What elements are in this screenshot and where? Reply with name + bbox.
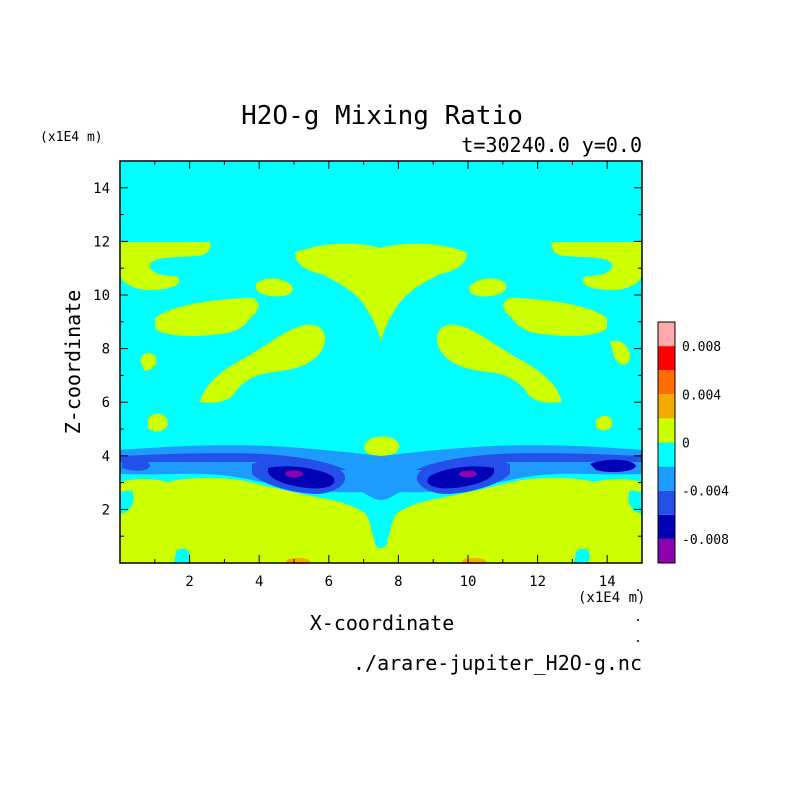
- colorbar-swatch: [658, 490, 675, 515]
- colorbar-tick-label: 0.004: [682, 388, 721, 403]
- notch: [374, 537, 388, 549]
- source-filename: ./arare-jupiter_H2O-g.nc: [353, 651, 642, 675]
- y-tick-label: 2: [102, 502, 110, 518]
- notch: [574, 548, 590, 563]
- x-tick-label: 12: [529, 574, 546, 590]
- positive-region: [596, 415, 613, 431]
- positive-region: [120, 242, 211, 290]
- x-axis-label: X-coordinate: [310, 611, 455, 635]
- marker-dot: [637, 619, 639, 621]
- colorbar-swatch: [658, 346, 675, 371]
- negative-band: [120, 445, 642, 500]
- positive-region: [200, 324, 326, 403]
- notch: [628, 490, 642, 514]
- y-axis-label: Z-coordinate: [61, 290, 85, 435]
- positive-region: [364, 436, 400, 456]
- band-level-3: [590, 459, 636, 473]
- marker-dot: [637, 640, 639, 642]
- band-level-4: [459, 470, 477, 478]
- colorbar-tick-label: 0.008: [682, 340, 721, 355]
- y-tick-label: 14: [93, 181, 110, 197]
- notch: [372, 515, 392, 534]
- band-level-2: [122, 457, 150, 471]
- band-level-3: [427, 466, 494, 489]
- x-axis-ticks: 2 4 6 8 10 12 14: [154, 161, 616, 590]
- positive-region: [295, 243, 467, 342]
- y-tick-label: 8: [102, 342, 110, 358]
- x-unit-label: (x1E4 m): [578, 590, 645, 606]
- positive-region: [503, 297, 607, 336]
- positive-region: [436, 324, 562, 403]
- positive-region: [551, 242, 642, 290]
- positive-region: [610, 340, 630, 365]
- lower-notches: [120, 490, 642, 563]
- colorbar-frame: [657, 321, 676, 564]
- notch: [174, 548, 190, 563]
- y-tick-label: 6: [102, 395, 110, 411]
- x-tick-label: 2: [185, 574, 193, 590]
- positive-regions: [120, 242, 642, 456]
- chart-title: H2O-g Mixing Ratio: [241, 101, 523, 131]
- band-level-3: [268, 466, 335, 489]
- x-tick-label: 4: [255, 574, 263, 590]
- positive-region: [148, 413, 168, 432]
- positive-region: [120, 477, 384, 563]
- y-tick-label: 4: [102, 449, 110, 465]
- colorbar-swatch: [658, 442, 675, 467]
- plot-frame: [119, 160, 643, 564]
- x-tick-label: 10: [460, 574, 477, 590]
- notch: [120, 490, 134, 514]
- positive-region: [378, 477, 642, 563]
- positive-region: [155, 297, 259, 336]
- colorbar-tick-label: 0: [682, 437, 690, 452]
- positive-region: [469, 278, 507, 297]
- y-tick-label: 12: [93, 234, 110, 250]
- plot-area: 2 4 6 8 10 12 14 2 4 6 8 10 12 14: [93, 160, 643, 590]
- y-unit-label: (x1E4 m): [40, 130, 103, 145]
- y-tick-label: 10: [93, 288, 110, 304]
- colorbar: 0.008 0.004 0 -0.004 -0.008: [657, 321, 729, 564]
- colorbar-swatch: [658, 370, 675, 395]
- colorbar-swatch: [658, 418, 675, 443]
- colorbar-tick-label: -0.004: [682, 485, 729, 500]
- x-tick-label: 6: [325, 574, 333, 590]
- band-level-4: [285, 470, 303, 478]
- positive-region: [255, 278, 293, 297]
- colorbar-swatch: [658, 514, 675, 539]
- colorbar-swatch: [658, 538, 675, 563]
- positive-region: [140, 352, 157, 371]
- y-axis-ticks: 2 4 6 8 10 12 14: [93, 181, 642, 537]
- colorbar-swatch: [658, 322, 675, 347]
- colorbar-swatch: [658, 466, 675, 491]
- x-tick-label: 14: [599, 574, 616, 590]
- x-tick-label: 8: [394, 574, 402, 590]
- colorbar-tick-label: -0.008: [682, 533, 729, 548]
- chart-subtitle: t=30240.0 y=0.0: [461, 133, 642, 157]
- colorbar-swatch: [658, 394, 675, 419]
- marker-dot: [637, 589, 639, 591]
- lower-positive-region: [120, 477, 642, 563]
